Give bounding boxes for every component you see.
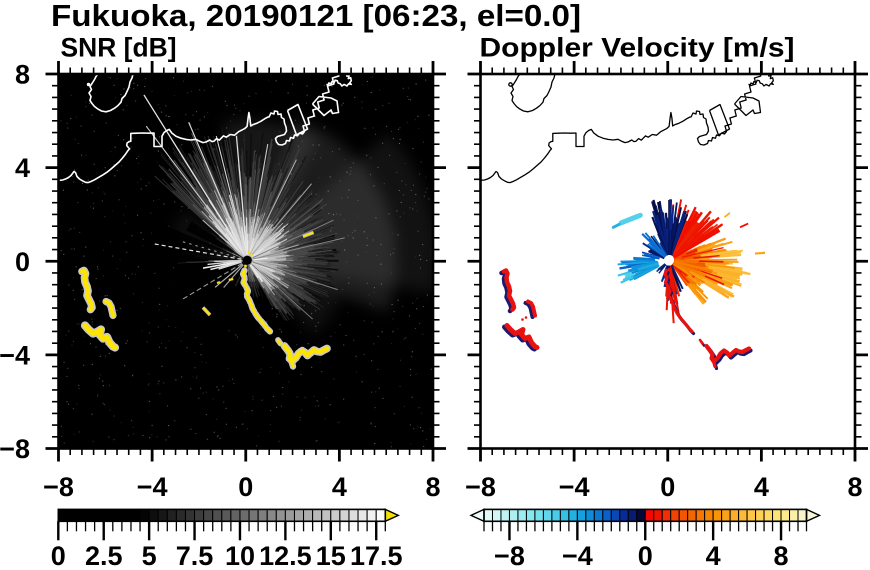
svg-text:7.5: 7.5	[176, 541, 214, 570]
svg-text:−8: −8	[465, 472, 496, 502]
svg-text:17.5: 17.5	[350, 541, 403, 570]
svg-text:−8: −8	[43, 472, 74, 502]
svg-text:4: 4	[332, 472, 347, 502]
svg-text:8: 8	[15, 60, 30, 90]
svg-text:SNR [dB]: SNR [dB]	[61, 33, 177, 63]
svg-text:0: 0	[51, 541, 66, 570]
svg-text:4: 4	[754, 472, 769, 502]
svg-text:8: 8	[774, 541, 789, 570]
svg-text:8: 8	[847, 472, 862, 502]
svg-text:−4: −4	[562, 541, 593, 570]
svg-text:−4: −4	[0, 340, 30, 370]
svg-text:0: 0	[660, 472, 675, 502]
svg-text:15: 15	[316, 541, 346, 570]
svg-text:5: 5	[142, 541, 157, 570]
svg-text:12.5: 12.5	[259, 541, 312, 570]
svg-text:−8: −8	[494, 541, 525, 570]
svg-text:−4: −4	[137, 472, 168, 502]
svg-text:0: 0	[238, 472, 253, 502]
svg-text:4: 4	[15, 153, 30, 183]
svg-text:−8: −8	[0, 434, 30, 464]
svg-text:2.5: 2.5	[85, 541, 123, 570]
svg-text:Fukuoka, 20190121 [06:23, el=0: Fukuoka, 20190121 [06:23, el=0.0]	[51, 0, 581, 33]
svg-text:10: 10	[225, 541, 255, 570]
svg-text:−4: −4	[559, 472, 590, 502]
svg-text:8: 8	[425, 472, 440, 502]
svg-text:4: 4	[706, 541, 721, 570]
svg-text:0: 0	[638, 541, 653, 570]
svg-text:Doppler Velocity [m/s]: Doppler Velocity [m/s]	[480, 33, 795, 63]
svg-text:0: 0	[15, 247, 30, 277]
